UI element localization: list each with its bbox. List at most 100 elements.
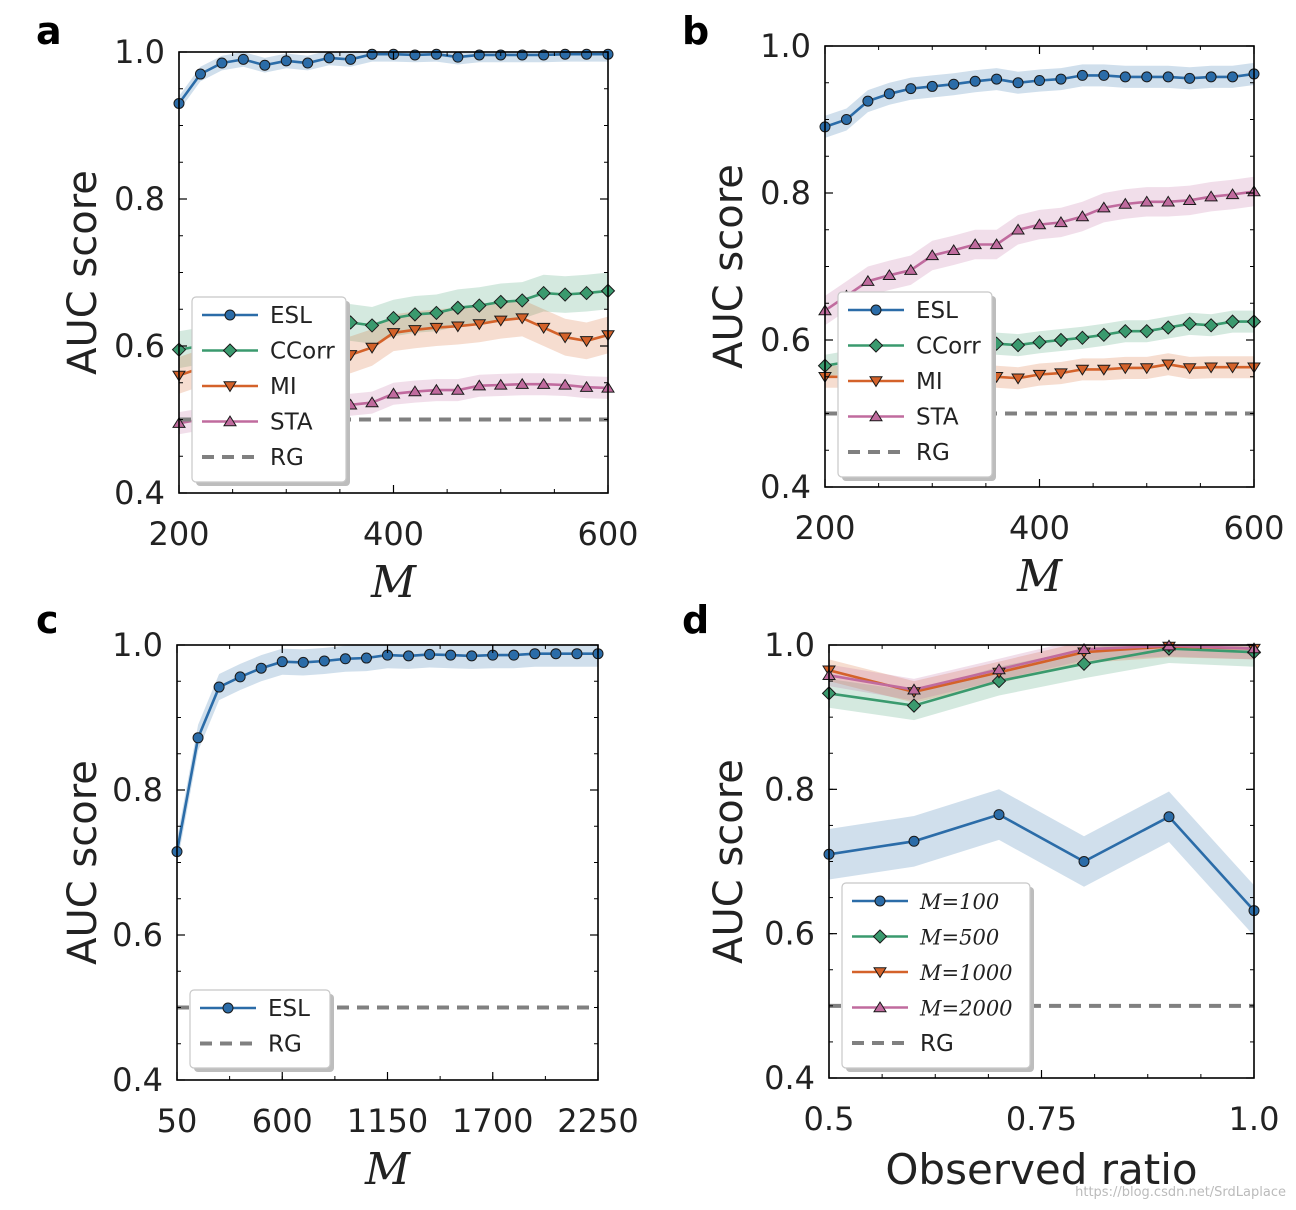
data-point-sta — [1204, 190, 1219, 202]
data-point-ccorr — [514, 293, 530, 308]
data-point-esl — [559, 48, 571, 60]
x-axis-title: M — [1016, 551, 1063, 602]
data-point-m100 — [1163, 811, 1175, 823]
data-point-esl — [1098, 69, 1110, 81]
data-point-sta — [1182, 194, 1197, 206]
legend-label-ccorr: CCorr — [916, 334, 981, 360]
data-point-sta — [493, 378, 508, 390]
x-tick-label: 0.5 — [804, 1100, 855, 1138]
confidence-band-sta — [825, 176, 1254, 326]
legend-label-rg: RG — [920, 1031, 954, 1057]
data-point-ccorr — [450, 300, 466, 315]
watermark-text: https://blog.csdn.net/SrdLaplace — [1075, 1185, 1286, 1200]
legend-label-ccorr: CCorr — [270, 339, 335, 365]
legend-box — [191, 296, 347, 483]
data-point-esl — [192, 732, 204, 744]
data-point-mi — [1225, 362, 1240, 374]
data-point-ccorr — [429, 305, 444, 321]
data-point-sta — [1139, 195, 1154, 207]
data-point-ccorr — [407, 307, 423, 322]
chart-panel-d: 0.4 0.6 0.8 1.0 0.5 0.75 1.0 AUC score Observed … — [682, 598, 1279, 1194]
data-point-sta — [1032, 218, 1047, 230]
data-point-ccorr — [1075, 330, 1090, 346]
legend-marker-mi — [223, 381, 237, 393]
legend-label-mi: MI — [916, 369, 943, 395]
legend-marker-sta — [223, 415, 237, 427]
data-point-ccorr — [386, 310, 401, 326]
data-point-esl — [237, 53, 249, 65]
data-point-m100 — [908, 835, 920, 847]
x-tick-label: 400 — [1009, 509, 1070, 547]
data-point-esl — [1012, 77, 1024, 89]
data-point-m500 — [991, 673, 1007, 689]
y-tick-label: 1.0 — [760, 27, 811, 65]
confidence-band-m500 — [829, 645, 1254, 721]
data-point-esl — [259, 59, 271, 71]
legend-label-m100: M=100 — [919, 890, 999, 914]
data-point-esl — [297, 656, 309, 668]
x-tick-label: 600 — [252, 1102, 313, 1140]
data-point-ccorr — [1225, 314, 1240, 329]
data-point-mi — [1032, 369, 1047, 381]
legend-label-sta: STA — [270, 410, 313, 436]
data-point-mi — [429, 322, 444, 334]
data-point-ccorr — [536, 285, 551, 301]
data-point-ccorr — [1182, 316, 1197, 332]
data-point-ccorr — [1032, 334, 1047, 350]
y-axis-title: AUC score — [706, 164, 752, 369]
x-tick-label: 600 — [1223, 509, 1284, 547]
data-point-mi — [1182, 363, 1197, 375]
data-point-esl — [926, 80, 938, 92]
data-point-m100 — [993, 809, 1005, 821]
legend-label-esl: ESL — [268, 996, 310, 1022]
data-point-sta — [450, 383, 465, 395]
data-point-sta — [968, 238, 983, 250]
data-point-sta — [365, 396, 379, 408]
legend-label-rg: RG — [268, 1032, 302, 1058]
legend: ESL CCorr MI STA RG — [191, 296, 350, 486]
data-point-sta — [903, 263, 918, 275]
data-point-esl — [213, 681, 225, 693]
data-point-sta — [1161, 195, 1176, 207]
data-point-mi — [1204, 362, 1219, 374]
data-point-esl — [1141, 71, 1153, 83]
data-point-esl — [345, 53, 357, 65]
legend: ESL CCorr MI STA RG — [837, 291, 996, 481]
data-point-esl — [571, 648, 583, 660]
legend-label-esl: ESL — [270, 303, 312, 329]
x-axis-title: Observed ratio — [885, 1145, 1197, 1194]
data-point-esl — [452, 51, 464, 63]
data-point-esl — [339, 653, 351, 665]
x-tick-label: 400 — [363, 515, 424, 553]
x-tick-label: 600 — [577, 515, 638, 553]
x-tick-label: 50 — [157, 1102, 198, 1140]
data-point-esl — [360, 652, 372, 664]
legend: ESL RG — [189, 989, 334, 1072]
legend: M=100 M=500 M=1000 M=2000 RG — [841, 882, 1034, 1072]
chart-panel-a: 0.4 0.6 0.8 1.0 200 400 600 AUC score Ma ESL CCorr… — [36, 9, 639, 608]
data-point-esl — [550, 648, 562, 660]
data-point-esl — [905, 83, 917, 95]
legend-box — [841, 882, 1031, 1069]
data-point-esl — [366, 48, 378, 60]
panel-label: c — [36, 598, 59, 642]
data-point-sta — [946, 243, 961, 256]
series-line-m100 — [829, 813, 1254, 912]
x-tick-label: 200 — [148, 515, 209, 553]
legend-box — [837, 291, 993, 478]
data-point-sta — [882, 268, 897, 281]
data-point-ccorr — [1010, 337, 1026, 353]
data-point-esl — [1162, 71, 1174, 83]
y-tick-label: 0.6 — [760, 321, 811, 359]
data-point-esl — [1184, 72, 1196, 84]
data-point-m2000 — [992, 663, 1006, 675]
data-point-esl — [403, 650, 415, 662]
y-tick-label: 0.4 — [764, 1059, 815, 1097]
legend-marker-mi — [869, 376, 883, 388]
data-point-mi — [1118, 363, 1133, 375]
legend-label-rg: RG — [270, 445, 304, 471]
legend-label-rg: RG — [916, 440, 950, 466]
data-point-esl — [302, 57, 314, 69]
data-point-sta — [1075, 210, 1090, 222]
y-tick-label: 0.8 — [114, 180, 165, 218]
